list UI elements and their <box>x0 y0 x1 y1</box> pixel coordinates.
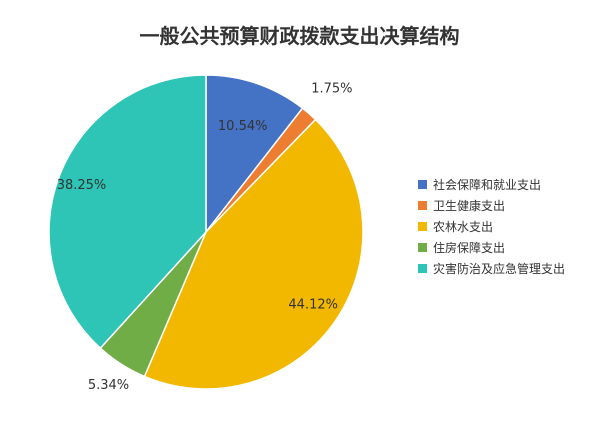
legend-swatch <box>418 180 427 189</box>
pie-slice <box>48 74 207 350</box>
slice-data-label: 10.54% <box>218 119 268 134</box>
legend-label: 社会保障和就业支出 <box>433 178 542 192</box>
legend-item: 农林水支出 <box>418 216 565 237</box>
slice-data-label: 44.12% <box>288 297 338 312</box>
legend-swatch <box>418 222 427 231</box>
legend-label: 灾害防治及应急管理支出 <box>433 262 566 276</box>
slice-data-label: 5.34% <box>88 378 129 393</box>
legend-item: 灾害防治及应急管理支出 <box>418 258 565 279</box>
legend-swatch <box>418 201 427 210</box>
chart-title: 一般公共预算财政拨款支出决算结构 <box>139 24 460 48</box>
slice-data-label: 38.25% <box>57 178 107 193</box>
legend-label: 住房保障支出 <box>433 241 506 255</box>
legend-swatch <box>418 264 427 273</box>
legend-item: 社会保障和就业支出 <box>418 174 565 195</box>
legend-swatch <box>418 243 427 252</box>
pie-slice <box>205 74 304 235</box>
legend-item: 卫生健康支出 <box>418 195 565 216</box>
legend-item: 住房保障支出 <box>418 237 565 258</box>
pie-slice <box>143 118 364 390</box>
slice-data-label: 1.75% <box>311 82 352 97</box>
legend-label: 卫生健康支出 <box>433 199 506 213</box>
legend-label: 农林水支出 <box>433 220 494 234</box>
chart-legend: 社会保障和就业支出 卫生健康支出 农林水支出住房保障支出灾害防治及应急管理支出 <box>418 174 565 279</box>
